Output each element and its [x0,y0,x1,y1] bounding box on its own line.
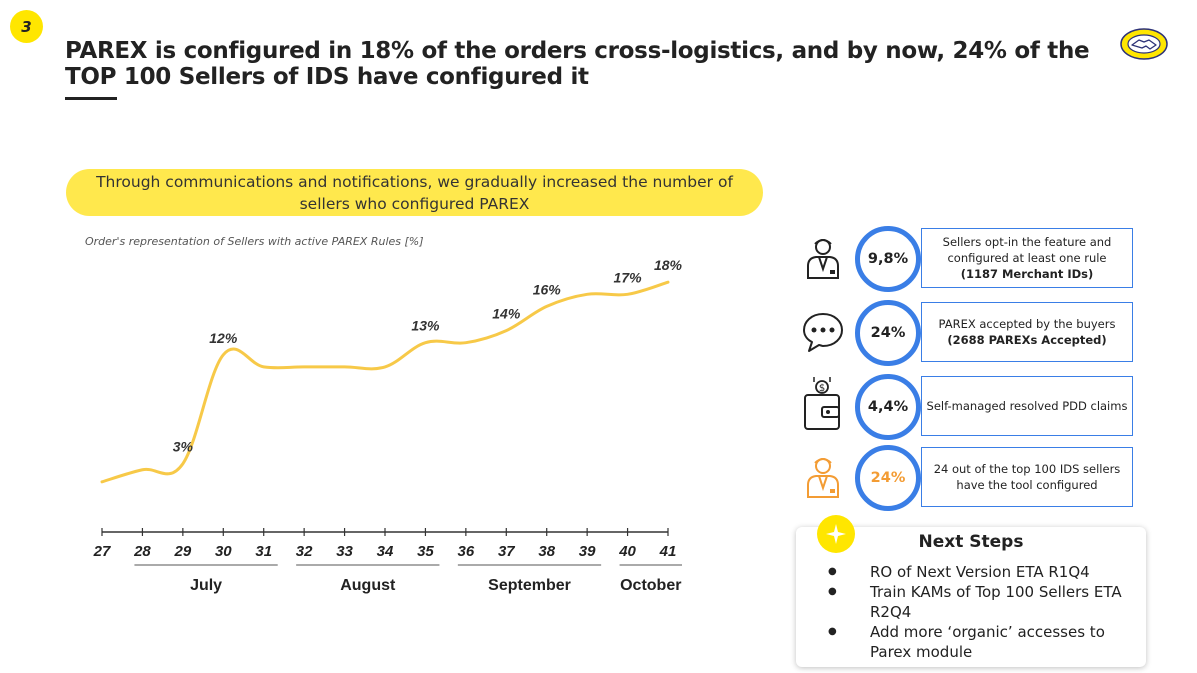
kpi-text: Self-managed resolved PDD claims [926,399,1128,413]
page-title: PAREX is configured in 18% of the orders… [65,38,1090,90]
kpi-description: Sellers opt-in the feature and configure… [921,228,1133,288]
x-axis: 27 28 29 30 31 32 33 34 35 36 37 38 39 40 41 [93,528,677,560]
data-label: 18% [654,257,683,273]
banner-text: Through communications and notifications… [96,172,733,213]
kpi-value: 4,4% [855,374,921,440]
x-tick-label: 35 [417,543,434,560]
x-tick-label: 32 [296,543,313,560]
svg-text:$: $ [819,383,825,394]
next-steps-title: Next Steps [918,532,1024,552]
x-tick-label: 31 [255,543,272,560]
x-tick-label: 39 [579,543,596,560]
x-tick-label: 38 [538,543,555,560]
x-tick-label: 28 [133,543,151,560]
sparkle-icon [817,515,855,553]
x-tick-label: 27 [93,543,111,560]
data-label: 12% [209,330,238,346]
x-tick-label: 41 [659,543,677,560]
x-tick-label: 40 [618,543,636,560]
x-tick-label: 29 [174,543,192,560]
data-labels: 3% 12% 13% 14% 16% 17% 18% [173,257,683,455]
data-label: 3% [173,439,194,455]
kpi-value: 9,8% [855,226,921,292]
month-label: September [488,577,571,594]
handshake-logo-icon [1120,28,1168,60]
month-labels: July August September October [134,564,682,594]
chart-subtitle: Order's representation of Sellers with a… [85,235,424,248]
kpi-row-sellers: 9,8% Sellers opt-in the feature and conf… [800,226,1135,292]
x-tick-label: 33 [336,543,353,560]
list-item: RO of Next Version ETA R1Q4 [828,562,1128,582]
data-label: 16% [533,281,562,297]
month-label: July [190,577,222,594]
kpi-value: 24% [855,445,921,511]
x-tick-label: 36 [458,543,475,560]
kpi-text: PAREX accepted by the buyers [938,317,1116,331]
seller-icon [807,239,839,279]
month-label: August [340,577,396,594]
kpi-value: 24% [855,300,921,366]
kpi-row-buyers: 24% PAREX accepted by the buyers (2688 P… [800,300,1135,366]
kpi-row-claims: $ 4,4% Self-managed resolved PDD claims [800,374,1135,440]
top-seller-icon [807,458,839,498]
line-chart: 27 28 29 30 31 32 33 34 35 36 37 38 39 40 41 3% 12% 13% 1… [93,257,683,594]
x-tick-label: 30 [215,543,232,560]
page-number-badge: 3 [10,10,43,43]
next-steps-list: RO of Next Version ETA R1Q4 Train KAMs o… [828,562,1128,662]
data-label: 17% [614,269,643,285]
list-item: Add more ‘organic’ accesses to Parex mod… [828,622,1128,662]
wallet-icon: $ [804,377,840,430]
series-line [100,280,670,484]
info-banner: Through communications and notifications… [66,169,763,216]
data-label: 13% [411,318,440,334]
kpi-description: PAREX accepted by the buyers (2688 PAREX… [921,302,1133,362]
chat-bubble-icon [803,313,843,352]
month-label: October [620,577,681,594]
kpi-row-top-sellers: 24% 24 out of the top 100 IDS sellers ha… [800,445,1135,511]
x-tick-label: 37 [498,543,515,560]
title-underline [65,97,117,100]
kpi-description: 24 out of the top 100 IDS sellers have t… [921,447,1133,507]
kpi-bold-text: (1187 Merchant IDs) [960,267,1094,281]
kpi-bold-text: (2688 PAREXs Accepted) [947,333,1107,347]
data-label: 14% [492,306,521,322]
kpi-text: Sellers opt-in the feature and configure… [942,235,1112,265]
kpi-description: Self-managed resolved PDD claims [921,376,1133,436]
kpi-text: 24 out of the top 100 IDS sellers have t… [933,462,1121,492]
list-item: Train KAMs of Top 100 Sellers ETA R2Q4 [828,582,1128,622]
x-tick-label: 34 [377,543,394,560]
